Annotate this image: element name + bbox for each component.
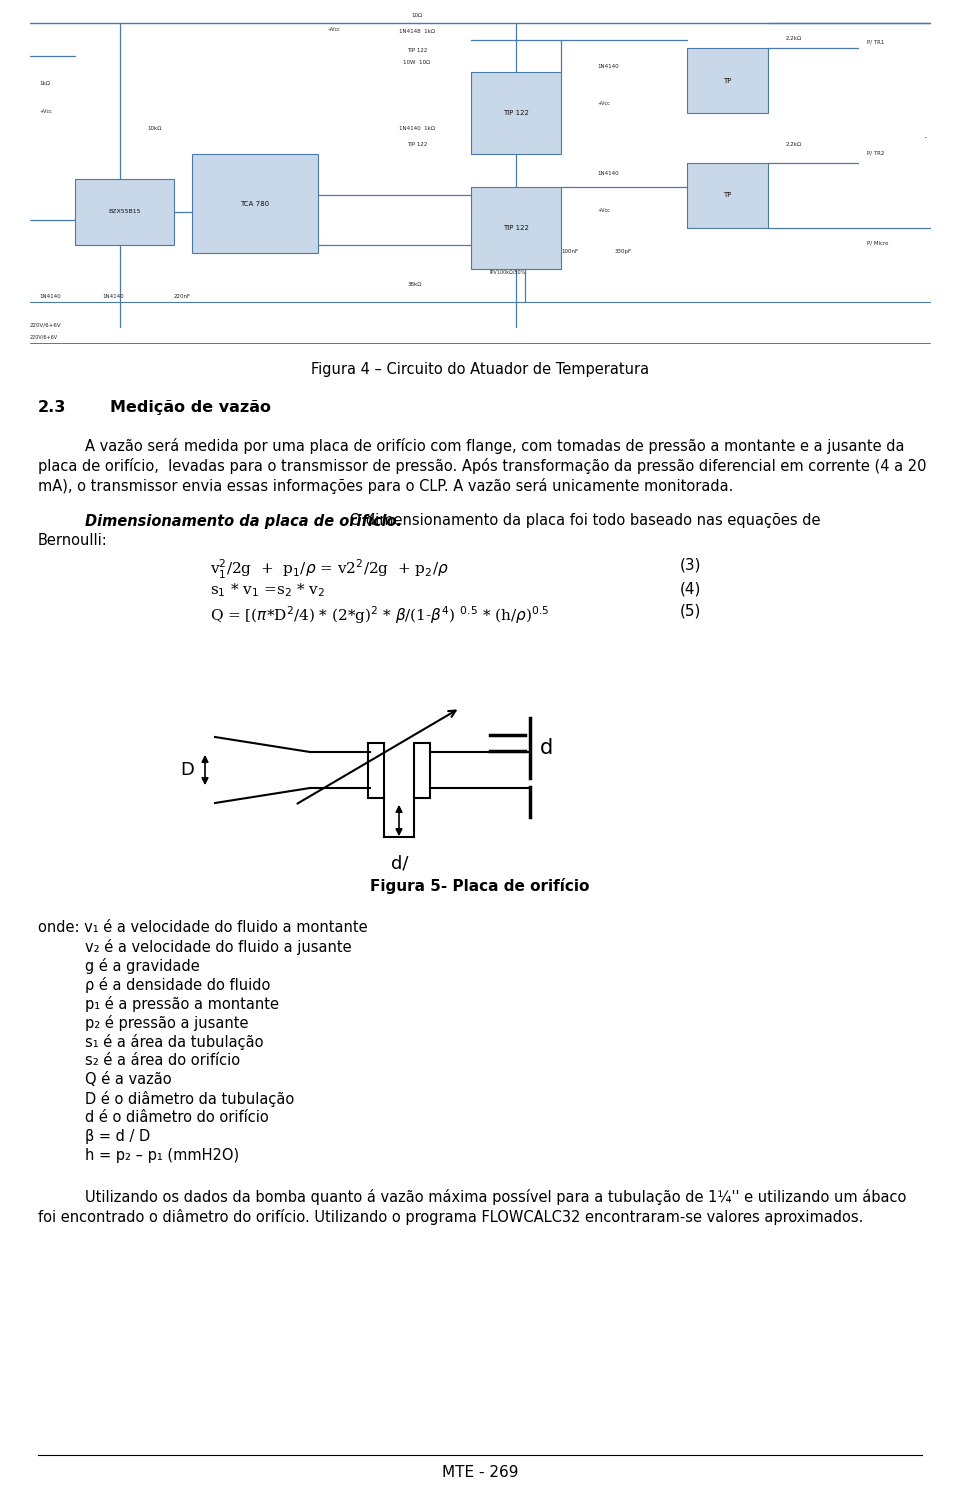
Text: β = d / D: β = d / D xyxy=(85,1129,151,1144)
Text: TCA 780: TCA 780 xyxy=(240,200,270,206)
Text: 1N4140: 1N4140 xyxy=(597,172,618,176)
Text: Dimensionamento da placa de orifício.: Dimensionamento da placa de orifício. xyxy=(85,513,402,530)
Text: s₂ é a área do orifício: s₂ é a área do orifício xyxy=(85,1053,240,1068)
Text: foi encontrado o diâmetro do orifício. Utilizando o programa FLOWCALC32 encontra: foi encontrado o diâmetro do orifício. U… xyxy=(38,1209,863,1225)
Text: Medição de vazão: Medição de vazão xyxy=(110,400,271,415)
Text: TP: TP xyxy=(723,78,732,84)
Text: TIP 122: TIP 122 xyxy=(503,225,529,231)
Text: onde: v₁ é a velocidade do fluido a montante: onde: v₁ é a velocidade do fluido a mont… xyxy=(38,921,368,935)
Text: h = p₂ – p₁ (mmH2O): h = p₂ – p₁ (mmH2O) xyxy=(85,1147,239,1162)
Text: 1N4140: 1N4140 xyxy=(597,64,618,69)
Text: +Vcc: +Vcc xyxy=(327,27,340,33)
Text: P/ TR2: P/ TR2 xyxy=(867,151,884,155)
Text: 1kΩ: 1kΩ xyxy=(39,81,50,85)
Text: TIP 122: TIP 122 xyxy=(407,48,427,52)
Text: mA), o transmissor envia essas informações para o CLP. A vazão será unicamente m: mA), o transmissor envia essas informaçõ… xyxy=(38,477,733,494)
Bar xyxy=(192,154,318,252)
Text: Utilizando os dados da bomba quanto á vazão máxima possível para a tubulação de : Utilizando os dados da bomba quanto á va… xyxy=(85,1189,906,1206)
Text: +Vcc: +Vcc xyxy=(597,207,610,213)
Text: g é a gravidade: g é a gravidade xyxy=(85,958,200,974)
Text: D: D xyxy=(180,761,194,779)
Text: Q é a vazão: Q é a vazão xyxy=(85,1071,172,1088)
Text: 10Ω: 10Ω xyxy=(412,13,422,18)
Text: Figura 5- Placa de orifício: Figura 5- Placa de orifício xyxy=(371,877,589,894)
Text: 1N4140: 1N4140 xyxy=(39,294,60,298)
Text: P/ Micro: P/ Micro xyxy=(867,240,889,246)
Text: P/ TR1: P/ TR1 xyxy=(867,40,884,45)
Text: 10kΩ: 10kΩ xyxy=(147,125,161,131)
Text: p₂ é pressão a jusante: p₂ é pressão a jusante xyxy=(85,1015,249,1031)
Text: Q = [($\pi$*D$^2$/4) * (2*g)$^2$ * $\beta$/(1-$\beta^4$) $^{0.5}$ * (h/$\rho$)$^: Q = [($\pi$*D$^2$/4) * (2*g)$^2$ * $\bet… xyxy=(210,604,549,625)
Text: 220nF: 220nF xyxy=(174,294,191,298)
Bar xyxy=(75,179,174,245)
Text: 100nF: 100nF xyxy=(561,249,578,254)
Bar xyxy=(687,48,768,113)
Text: d é o diâmetro do orifício: d é o diâmetro do orifício xyxy=(85,1110,269,1125)
Text: 1N4140  1kΩ: 1N4140 1kΩ xyxy=(399,125,435,131)
Text: 1N4148  1kΩ: 1N4148 1kΩ xyxy=(399,28,435,34)
Text: 38kΩ: 38kΩ xyxy=(408,282,422,286)
Text: Figura 4 – Circuito do Atuador de Temperatura: Figura 4 – Circuito do Atuador de Temper… xyxy=(311,363,649,377)
Text: 1N4140: 1N4140 xyxy=(102,294,124,298)
Text: d: d xyxy=(540,739,553,758)
Text: 2.2kΩ: 2.2kΩ xyxy=(786,36,803,40)
Text: v₂ é a velocidade do fluido a jusante: v₂ é a velocidade do fluido a jusante xyxy=(85,938,351,955)
Bar xyxy=(471,73,561,154)
Text: s$_1$ * v$_1$ =s$_2$ * v$_2$: s$_1$ * v$_1$ =s$_2$ * v$_2$ xyxy=(210,580,325,598)
Text: O dimensionamento da placa foi todo baseado nas equações de: O dimensionamento da placa foi todo base… xyxy=(345,513,821,528)
Bar xyxy=(471,186,561,269)
Text: d/: d/ xyxy=(391,855,409,873)
Text: TIP 122: TIP 122 xyxy=(407,142,427,148)
Text: p₁ é a pressão a montante: p₁ é a pressão a montante xyxy=(85,997,279,1012)
Text: 10W  10Ω: 10W 10Ω xyxy=(403,60,431,66)
Text: placa de orifício,  levadas para o transmissor de pressão. Após transformação da: placa de orifício, levadas para o transm… xyxy=(38,458,926,474)
Bar xyxy=(368,743,384,798)
Text: IPV100kΩ/50%: IPV100kΩ/50% xyxy=(489,269,525,275)
Text: 2.2kΩ: 2.2kΩ xyxy=(786,142,803,148)
Text: MTE - 269: MTE - 269 xyxy=(442,1465,518,1480)
Text: (4): (4) xyxy=(680,580,702,595)
Text: .: . xyxy=(924,130,927,140)
Text: 220V/6+6V: 220V/6+6V xyxy=(30,322,61,328)
Text: TP: TP xyxy=(723,192,732,198)
Text: v$_1^2$/2g  +  p$_1$/$\rho$ = v2$^2$/2g  + p$_2$/$\rho$: v$_1^2$/2g + p$_1$/$\rho$ = v2$^2$/2g + … xyxy=(210,558,448,582)
Text: TIP 122: TIP 122 xyxy=(503,110,529,116)
Bar xyxy=(414,743,430,798)
Text: +Vcc: +Vcc xyxy=(39,109,52,115)
Text: A vazão será medida por uma placa de orifício com flange, com tomadas de pressão: A vazão será medida por uma placa de ori… xyxy=(85,439,904,454)
Text: ρ é a densidade do fluido: ρ é a densidade do fluido xyxy=(85,977,271,994)
Text: (3): (3) xyxy=(680,558,702,573)
Bar xyxy=(687,163,768,228)
Text: (5): (5) xyxy=(680,604,702,619)
Text: 330pF: 330pF xyxy=(615,249,632,254)
Text: +Vcc: +Vcc xyxy=(597,101,610,106)
Text: 2.3: 2.3 xyxy=(38,400,66,415)
Text: 220V/6+6V: 220V/6+6V xyxy=(30,334,59,340)
Text: BZX55B15: BZX55B15 xyxy=(108,209,141,215)
Text: D é o diâmetro da tubulação: D é o diâmetro da tubulação xyxy=(85,1091,295,1107)
Text: s₁ é a área da tubulação: s₁ é a área da tubulação xyxy=(85,1034,263,1050)
Text: Bernoulli:: Bernoulli: xyxy=(38,533,108,548)
